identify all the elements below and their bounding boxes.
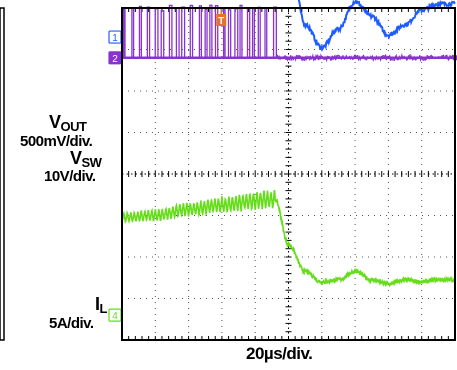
vout-marker-label: 1 [112,33,118,44]
vout-scale: 500mV/div. [20,133,93,150]
left-screen-edge [0,7,5,341]
vsw-name-sub: SW [81,155,102,170]
vsw-marker-label: 2 [112,54,118,65]
vsw-channel-label: VSW [70,148,102,170]
il-channel-label: IL [95,294,108,316]
trigger-label: T [218,16,224,27]
trigger-box [216,14,227,26]
vsw-name: V [70,148,82,168]
il-name-sub: L [99,301,108,316]
il-name: I [95,294,100,314]
il-marker-label: 4 [112,311,118,322]
il-scale: 5A/div. [49,315,94,332]
timebase-label: 20µs/div. [246,344,313,363]
vout-scale-label: 500mV/div. [20,133,93,150]
scope-traces [121,0,456,288]
vout-channel-label: VOUT [49,112,87,134]
vout-name: V [49,112,61,132]
scope-grid [121,7,456,341]
vout-name-sub: OUT [60,119,87,134]
il-trace [121,189,456,288]
il-scale-label: 5A/div. [49,315,94,332]
plot-frame [121,7,456,341]
vout-trace [297,0,456,52]
vsw-scale-label: 10V/div. [44,168,96,185]
vsw-scale: 10V/div. [44,168,96,185]
